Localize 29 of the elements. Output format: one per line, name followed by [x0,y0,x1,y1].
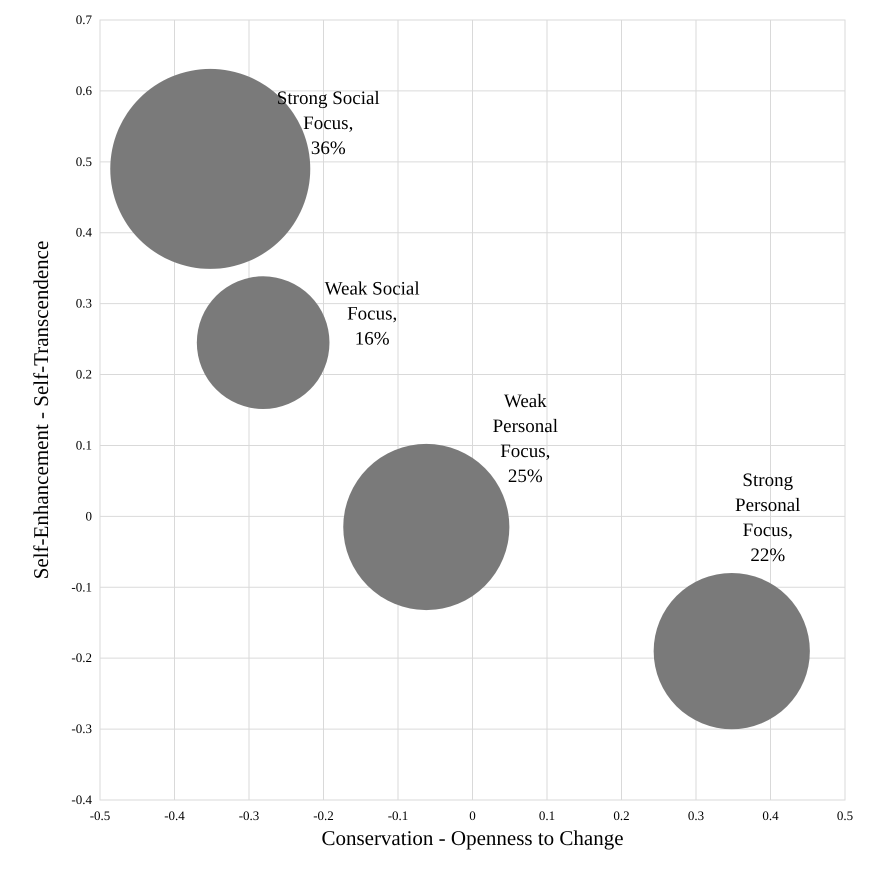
y-tick-label: 0.6 [76,82,92,98]
x-tick-label: 0.4 [762,808,780,823]
y-tick-label: 0.1 [76,437,92,452]
x-tick-label: 0.5 [836,808,854,823]
x-tick-label: -0.2 [313,808,334,823]
x-tick-label: 0.2 [613,808,630,823]
y-axis-title: Self-Enhancement - Self-Transcendence [29,240,53,580]
x-tick-label: 0.3 [688,808,704,823]
annotation: Weak Personal Focus, 25% [492,391,558,487]
y-tick-label: -0.1 [71,579,92,594]
x-tick-label: -0.4 [164,808,186,823]
y-tick-label: 0.3 [76,296,92,311]
y-tick-label: 0.2 [76,366,92,382]
annotation: Strong Social Focus, 36% [276,88,380,159]
x-tick-label: -0.5 [90,808,110,823]
y-tick-label: 0.4 [76,224,92,240]
annotation: Strong Personal Focus, 22% [735,470,800,566]
x-tick-label: -0.3 [238,808,260,823]
y-tick-label: 0.7 [76,12,92,27]
x-tick-label: -0.1 [388,808,408,823]
x-tick-label: 0 [469,808,476,823]
x-axis-title: Conservation - Openness to Change [321,826,624,850]
y-tick-label: -0.2 [71,650,92,666]
x-tick-label: 0.1 [538,808,556,823]
y-tick-label: -0.4 [71,792,92,807]
y-tick-label: 0.5 [76,154,92,169]
annotation: Weak Social Focus, 16% [324,278,420,350]
y-tick-label: 0 [86,508,92,524]
y-tick-label: -0.3 [71,721,92,736]
